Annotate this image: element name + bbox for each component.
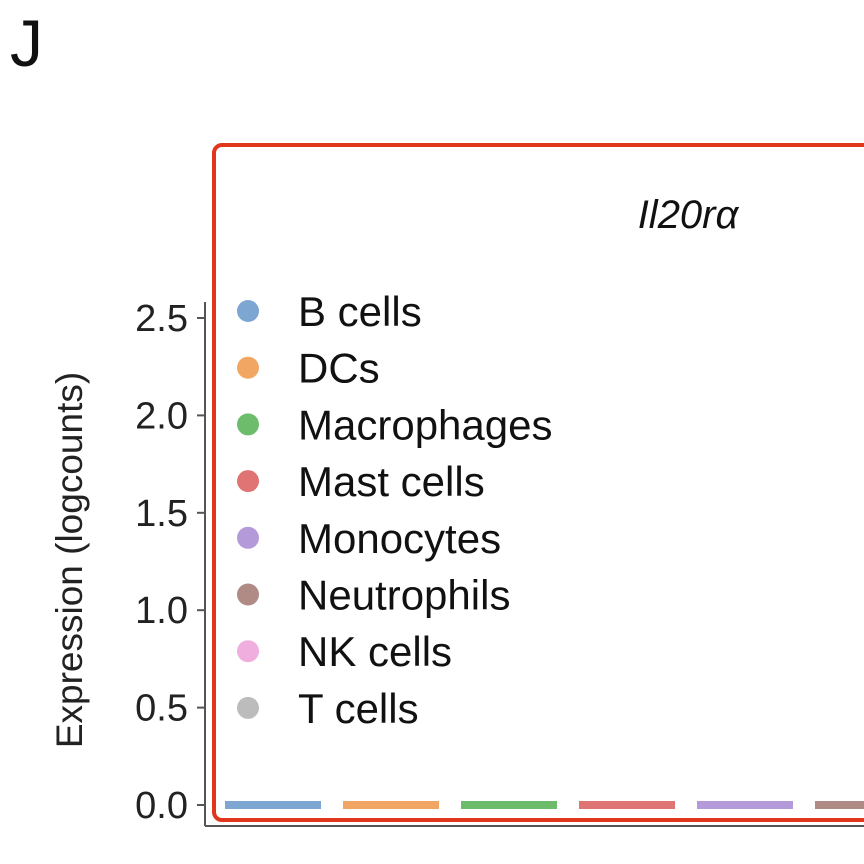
legend-label: NK cells: [298, 628, 452, 675]
y-tick-label: 0.5: [135, 688, 188, 730]
y-tick-label: 1.5: [135, 493, 188, 535]
legend-marker: [237, 583, 259, 606]
legend: B cells DCs Macrophages Mast cells Monocytes…: [237, 288, 552, 732]
legend-marker: [237, 470, 259, 493]
legend-marker: [237, 640, 259, 663]
legend-label: Monocytes: [298, 515, 501, 562]
legend-label: B cells: [298, 288, 422, 335]
highlight-box: [212, 143, 864, 822]
panel-letter: J: [10, 6, 43, 80]
y-ticks: 0.0 0.5 1.0 1.5 2.0 2.5: [135, 298, 205, 827]
legend-label: Mast cells: [298, 458, 485, 505]
legend-marker: [237, 526, 259, 549]
y-axis-title: Expression (logcounts): [49, 372, 90, 748]
legend-label: Neutrophils: [298, 572, 510, 619]
legend-label: DCs: [298, 345, 380, 392]
legend-marker: [237, 413, 259, 436]
chart-title: Il20rα: [638, 193, 740, 237]
legend-label: Macrophages: [298, 401, 552, 448]
legend-marker: [237, 696, 259, 719]
legend-marker: [237, 300, 259, 322]
y-tick-label: 0.0: [135, 785, 188, 827]
legend-marker: [237, 356, 259, 379]
legend-label: T cells: [298, 685, 419, 732]
y-tick-label: 2.0: [135, 395, 188, 437]
y-tick-label: 2.5: [135, 298, 188, 340]
y-tick-label: 1.0: [135, 590, 188, 632]
